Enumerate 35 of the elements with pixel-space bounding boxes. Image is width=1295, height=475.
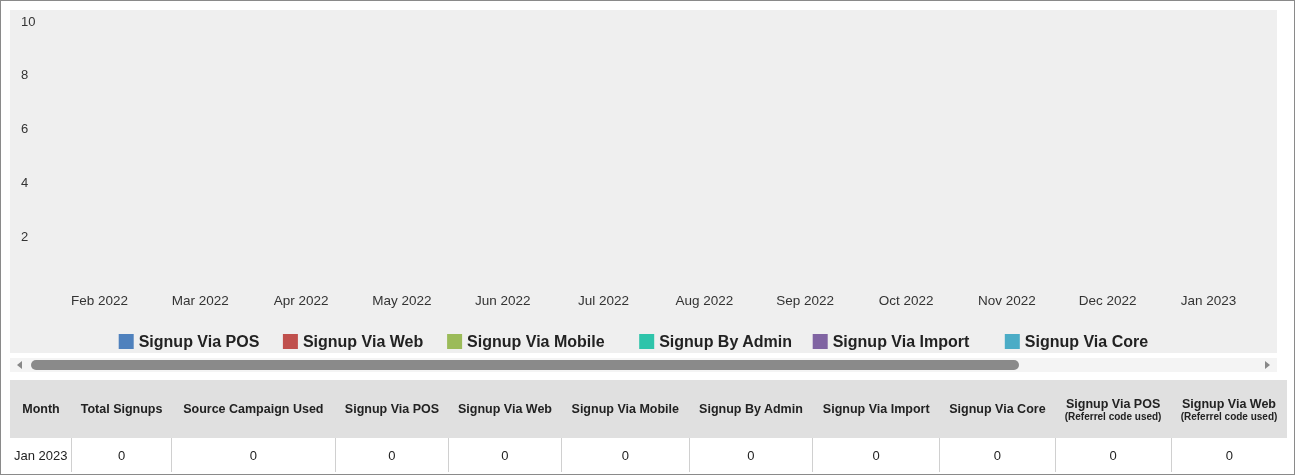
y-tick-label: 10 [21,13,36,29]
text: 0 [689,438,813,472]
source-note: Source Campaign Used [182,401,325,418]
y-tick-label: 2 [21,228,29,244]
legend-label: Signup By Admin [659,332,792,350]
x-tick-label: May 2022 [372,293,432,308]
x-tick-label: Mar 2022 [171,293,229,308]
x-tick-label: Jan 2023 [1180,293,1237,308]
y-tick-label: 6 [21,121,29,137]
x-tick-label: Sep 2022 [776,293,835,308]
text: 0 [335,438,449,472]
text: 0 [171,438,336,472]
x-tick-label: Aug 2022 [675,293,734,308]
text: 0 [1171,438,1287,472]
text: 0 [71,438,172,472]
x-tick-label: Feb 2022 [70,293,129,308]
x-tick-label: Nov 2022 [977,293,1036,308]
x-tick-label: Apr 2022 [273,293,329,308]
legend-label: Signup Via Import [832,332,970,350]
legend-label: Signup Via POS [138,332,260,350]
y-tick-label: 4 [21,174,29,190]
text: Jan 2023 [13,446,69,465]
x-tick-label: Dec 2022 [1078,293,1137,308]
text: 0 [1055,438,1172,472]
legend-label: Signup Via Mobile [467,332,605,350]
legend-label: Signup Via Web [302,332,424,350]
text: 0 [448,438,562,472]
text: 0 [939,438,1056,472]
x-tick-label: Jul 2022 [578,293,630,308]
x-tick-label: Oct 2022 [878,293,934,308]
y-tick-label: 8 [21,67,29,83]
text: 0 [561,438,690,472]
legend-label: Signup Via Core [1024,332,1149,350]
x-tick-label: Jun 2022 [474,293,531,308]
text: 0 [812,438,940,472]
